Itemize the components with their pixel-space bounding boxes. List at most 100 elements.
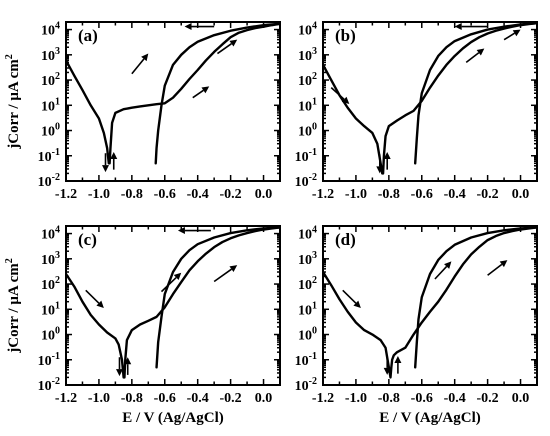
y-tick-label: 100 [298,326,317,344]
scan-direction-arrowhead [116,369,123,377]
scan-direction-arrowhead [173,272,182,281]
x-tick-label: -0.6 [154,187,176,202]
x-tick-label: -0.8 [121,187,143,202]
y-tick-label: 103 [41,250,60,268]
y-tick-label: 10-2 [38,376,60,394]
panel-label: (c) [78,230,97,249]
panel-label: (d) [335,230,356,249]
scan-direction-arrowhead [184,23,192,31]
scan-direction-arrow [434,265,448,280]
scan-direction-arrow [85,289,100,304]
y-tick-label: 10-2 [295,376,317,394]
y-tick-label: 10-1 [38,147,60,165]
curves [66,22,280,165]
series-reverse-scan-line [154,22,280,165]
chart-panel-1: -1.2 -1.0 -0.8 -0.6 -0.4 -0.2 0.0 10-2 10-1 100 10… [4,21,281,202]
y-tick-label: 101 [41,96,60,114]
y-tick-label: 100 [41,326,60,344]
x-tick-label: -1.2 [312,187,334,202]
x-tick-label: -1.0 [345,187,367,202]
scan-direction-arrowhead [201,86,210,94]
plot-frame [65,225,281,386]
x-tick-label: -1.2 [55,187,77,202]
x-tick-label: -0.2 [477,187,499,202]
x-tick-label: 0.0 [255,391,273,406]
scan-direction-arrowhead [229,39,238,47]
y-tick-label: 10-2 [38,172,60,190]
x-tick-label: -1.2 [312,391,334,406]
scan-direction-arrowhead [512,29,521,37]
scan-direction-arrow [131,58,145,75]
x-tick-label: -0.6 [411,391,433,406]
scan-direction-arrowhead [444,261,452,269]
y-tick-label: 104 [298,225,317,243]
y-tick-label: 102 [298,275,317,293]
scan-direction-arrowhead [110,151,118,159]
scan-direction-arrow [213,268,232,283]
x-tick-label: -0.2 [220,391,242,406]
plot-frame [322,225,538,386]
chart-panel-4: -1.2 -1.0 -0.8 -0.6 -0.4 -0.2 0.0 10-2 10-1 100 10… [295,225,538,426]
curves [323,226,537,379]
series-reverse-scan-line [413,22,537,165]
chart-panel-2: -1.2 -1.0 -0.8 -0.6 -0.4 -0.2 0.0 10-2 10-1 100 10… [295,21,538,202]
x-tick-label: -1.2 [55,391,77,406]
y-tick-label: 102 [41,71,60,89]
scan-direction-arrowhead [383,367,391,375]
y-tick-label: 101 [298,300,317,318]
plot-frame [65,21,281,182]
scan-direction-arrow [330,87,345,100]
series-forward-scan-line [323,22,537,175]
series-reverse-scan-line [155,226,280,369]
y-axis-label: jCorr / μA cm2 [4,258,22,353]
scan-direction-arrowhead [102,165,110,173]
series-forward-scan-line [323,226,537,379]
x-tick-label: -0.6 [154,391,176,406]
y-tick-label: 103 [298,250,317,268]
series-reverse-scan-line [413,226,537,369]
panel-label: (b) [335,26,356,45]
x-tick-label: -0.4 [187,187,209,202]
x-tick-label: -1.0 [88,391,110,406]
x-tick-label: -0.4 [444,187,466,202]
y-tick-label: 104 [41,21,60,39]
scan-direction-arrow [465,52,480,64]
x-tick-label: -0.4 [187,391,209,406]
y-tick-label: 100 [298,122,317,140]
x-axis-label: E / V (Ag/AgCl) [379,410,481,426]
y-tick-label: 104 [298,21,317,39]
scan-direction-arrowhead [383,151,391,159]
scan-direction-arrowhead [476,48,485,56]
y-tick-label: 103 [298,46,317,64]
x-tick-label: 0.0 [255,187,273,202]
scan-direction-arrow [342,289,357,304]
y-tick-label: 102 [41,275,60,293]
x-axis-label: E / V (Ag/AgCl) [122,410,224,426]
y-tick-label: 102 [298,71,317,89]
scan-direction-arrow [503,32,515,41]
y-tick-label: 103 [41,46,60,64]
x-tick-label: -0.6 [411,187,433,202]
scan-direction-arrowhead [124,357,132,365]
scan-direction-arrowhead [499,260,508,268]
x-tick-label: -0.2 [477,391,499,406]
y-tick-label: 10-1 [38,351,60,369]
series-forward-scan-line [66,22,280,165]
panel-label: (a) [78,26,98,45]
scan-direction-arrowhead [454,23,462,31]
scan-direction-arrowhead [96,300,104,309]
scan-direction-arrowhead [353,300,361,309]
scan-direction-arrow [487,263,503,276]
x-tick-label: -0.4 [444,391,466,406]
scan-direction-arrowhead [394,355,402,363]
scan-direction-arrow [216,43,232,55]
x-tick-label: -0.8 [121,391,143,406]
y-tick-label: 104 [41,225,60,243]
x-tick-label: -0.2 [220,187,242,202]
scan-direction-arrow [160,276,177,293]
scan-direction-arrowhead [141,53,149,62]
scan-direction-arrowhead [341,96,350,105]
x-tick-label: -0.8 [378,391,400,406]
series-forward-scan-line [66,226,280,379]
